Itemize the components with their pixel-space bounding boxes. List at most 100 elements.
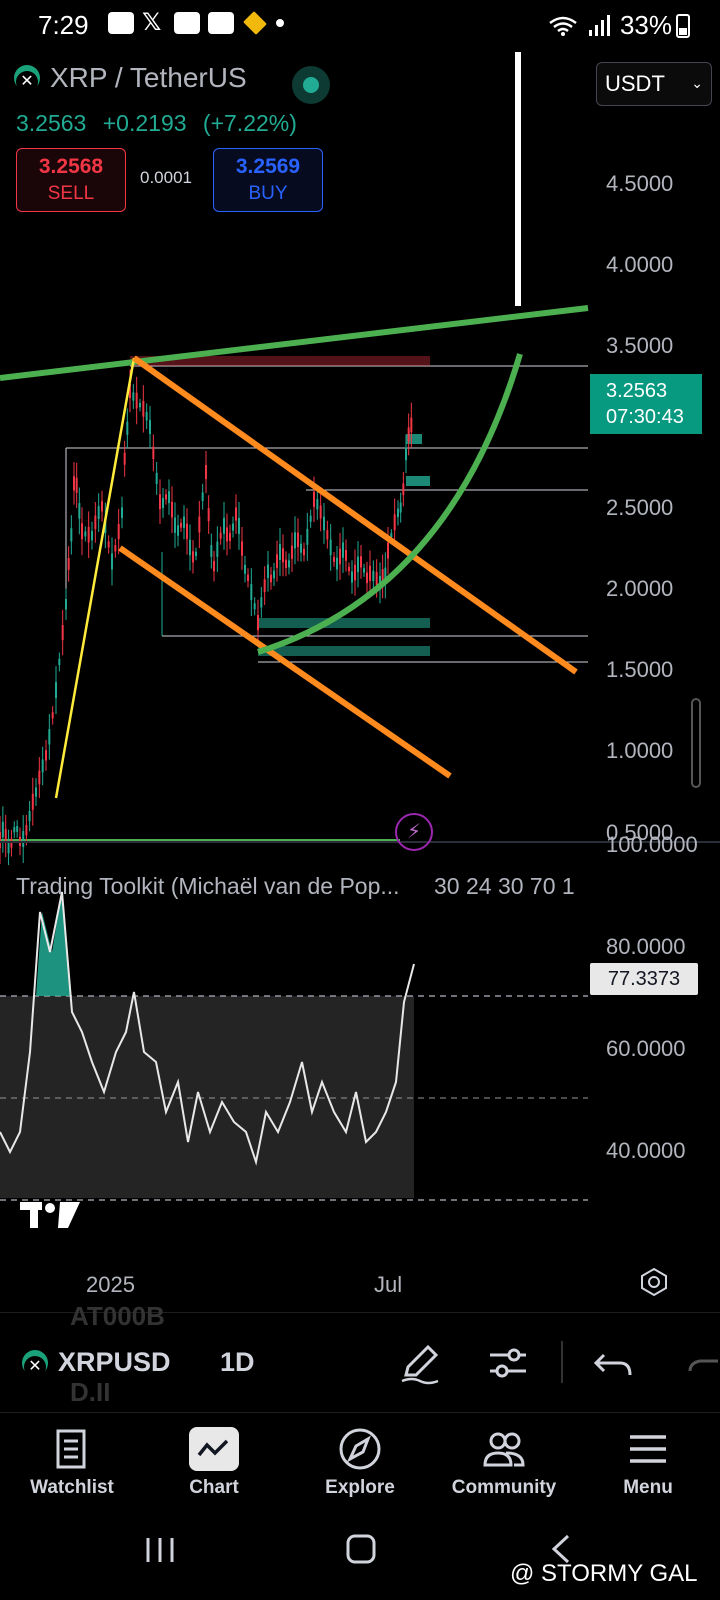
status-right: 33% <box>548 10 672 41</box>
nav-explore[interactable]: Explore <box>290 1427 430 1499</box>
dot-icon <box>276 19 284 27</box>
candle-body <box>238 517 240 534</box>
buy-label: BUY <box>248 183 288 204</box>
youtube-icon <box>108 12 134 34</box>
nav-label: Menu <box>623 1477 673 1498</box>
candle-body <box>87 526 90 543</box>
candle-body <box>345 550 347 561</box>
candle-body <box>177 525 179 536</box>
chart-settings-icon[interactable] <box>638 1266 670 1298</box>
symbol-selector[interactable]: ✕ XRPUSD <box>22 1347 171 1378</box>
nav-watchlist[interactable]: Watchlist <box>2 1427 142 1499</box>
candle-body <box>180 523 182 528</box>
menu-icon <box>630 1435 666 1463</box>
candle-body <box>348 566 350 572</box>
channel-upper[interactable] <box>132 355 578 675</box>
drawings[interactable] <box>0 52 589 799</box>
candle-body <box>306 528 309 545</box>
status-bar: 7:29 𝕏 33% <box>0 0 720 52</box>
chart-area[interactable]: 4.5000 4.0000 3.5000 3.0000 2.5000 2.000… <box>0 52 720 1312</box>
candle-body <box>294 532 296 549</box>
candle-body <box>186 523 188 540</box>
buy-price: 3.2569 <box>235 155 301 178</box>
battery-icon <box>676 14 690 38</box>
candle-body <box>35 787 37 797</box>
parabolic-curve[interactable] <box>257 353 523 655</box>
candle-body <box>407 427 410 442</box>
candle-body <box>351 571 353 583</box>
battery-percent: 33% <box>619 10 672 40</box>
candle-body <box>10 838 13 848</box>
candle-body <box>198 516 201 533</box>
resistance-trendline[interactable] <box>0 305 589 381</box>
nav-community[interactable]: Community <box>434 1427 574 1499</box>
market-status-icon[interactable] <box>292 66 330 104</box>
nav-menu[interactable]: Menu <box>578 1427 718 1499</box>
back-icon[interactable] <box>550 1534 572 1564</box>
recent-apps-icon[interactable] <box>144 1536 176 1564</box>
xrp-coin-icon: ✕ <box>14 65 40 93</box>
home-icon[interactable] <box>346 1534 376 1564</box>
candle-body <box>273 570 275 579</box>
lightning-icon[interactable]: ⚡ <box>395 813 433 851</box>
bottom-nav: Watchlist Chart Explore Community Menu <box>0 1412 720 1522</box>
redo-icon[interactable] <box>688 1341 720 1385</box>
candle-body <box>81 523 83 540</box>
candle-body <box>114 545 117 552</box>
nav-chart[interactable]: Chart <box>144 1427 284 1499</box>
symbol-header[interactable]: ✕ XRP / TetherUS <box>14 62 247 94</box>
candle-body <box>402 483 405 495</box>
candle-body <box>121 507 123 518</box>
candle-body <box>61 624 64 641</box>
candle-body <box>369 565 371 581</box>
undo-icon[interactable] <box>592 1341 636 1385</box>
candle-body <box>333 556 335 562</box>
candle-body <box>279 544 281 561</box>
candle-body <box>129 383 131 398</box>
price-candles <box>0 369 413 866</box>
price-axis-label: 4.0000 <box>606 252 674 277</box>
time-axis-label: Jul <box>374 1272 403 1297</box>
candle-body <box>375 572 378 585</box>
candle-body <box>226 527 228 542</box>
indicators-icon[interactable] <box>486 1341 530 1385</box>
candle-body <box>78 503 81 519</box>
candle-body <box>339 548 341 565</box>
fib-line[interactable] <box>54 357 136 799</box>
chart-canvas[interactable] <box>0 52 720 1312</box>
currency-select[interactable]: USDT ⌄ <box>596 62 712 106</box>
buy-button[interactable]: 3.2569 BUY <box>213 148 323 212</box>
candle-body <box>276 554 278 568</box>
interval-selector[interactable]: 1D <box>220 1347 255 1377</box>
osc-axis-label: 80.0000 <box>606 934 686 959</box>
indicator-title[interactable]: Trading Toolkit (Michaël van de Pop... <box>16 873 400 899</box>
candle-body <box>195 551 197 557</box>
candle-body <box>192 551 194 563</box>
candle-body <box>41 759 44 773</box>
candle-body <box>117 523 120 540</box>
channel-lower[interactable] <box>118 545 452 779</box>
xrp-coin-icon: ✕ <box>22 1349 48 1378</box>
horizontal-levels[interactable] <box>0 365 588 843</box>
candle-body <box>216 541 219 557</box>
sell-button[interactable]: 3.2568 SELL <box>16 148 126 212</box>
price-axis-label: 2.5000 <box>606 495 674 520</box>
supply-demand-zones[interactable] <box>130 356 430 656</box>
candle-body <box>28 811 31 822</box>
nav-label: Watchlist <box>30 1477 114 1498</box>
candle-body <box>260 597 263 608</box>
price-axis-label: 1.0000 <box>606 738 674 763</box>
ghost-text: D.II <box>70 1377 111 1407</box>
candle-body <box>159 494 161 510</box>
candle-body <box>139 403 141 408</box>
candle-body <box>360 556 362 568</box>
candle-body <box>126 421 129 435</box>
candle-body <box>323 516 325 531</box>
scroll-handle[interactable] <box>691 698 701 788</box>
pencil-icon[interactable] <box>398 1341 442 1385</box>
symbol-title[interactable]: XRP / TetherUS <box>50 62 247 93</box>
candle-body <box>410 417 413 433</box>
candle-body <box>257 614 259 631</box>
candle-body <box>45 750 47 761</box>
candle-body <box>354 564 356 581</box>
